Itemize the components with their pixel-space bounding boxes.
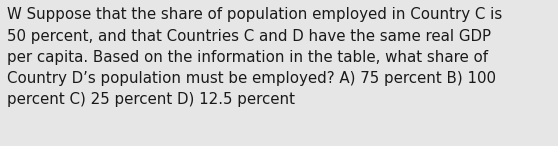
Text: W Suppose that the share of population employed in Country C is
50 percent, and : W Suppose that the share of population e…	[7, 7, 503, 107]
